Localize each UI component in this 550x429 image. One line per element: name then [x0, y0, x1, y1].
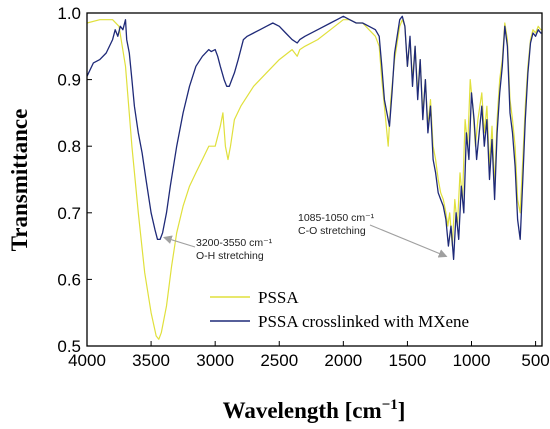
annotation-text: O-H stretching: [196, 250, 264, 262]
annotation-text: 3200-3550 cm⁻¹: [196, 237, 273, 249]
x-tick-label: 1500: [389, 351, 427, 370]
y-axis-title: Transmittance: [7, 109, 32, 252]
y-tick-label: 0.7: [57, 204, 81, 223]
x-axis-title-close: ]: [398, 398, 406, 423]
series-line-pssa: [86, 19, 542, 340]
y-axis-ticks: 0.5 0.6 0.7 0.8 0.9 1.0: [57, 4, 92, 356]
y-tick-label: 0.6: [57, 270, 81, 289]
plot-frame: [86, 12, 543, 347]
annotation-arrow: [163, 235, 196, 248]
x-tick-label: 2000: [324, 351, 362, 370]
legend-label-mxene: PSSA crosslinked with MXene: [258, 312, 469, 331]
annotation-arrow: [369, 224, 448, 258]
y-tick-label: 0.8: [57, 137, 81, 156]
x-axis-ticks: 4000 3500 3000 2500 2000 1500 1000 500: [68, 341, 550, 370]
x-tick-label: 3000: [196, 351, 234, 370]
x-axis-title: Wavelength [cm−1]: [223, 397, 406, 423]
x-tick-label: 4000: [68, 351, 106, 370]
y-tick-label: 1.0: [57, 4, 81, 23]
legend-label-pssa: PSSA: [258, 288, 299, 307]
x-axis-title-sup: −1: [382, 397, 398, 413]
annotation-text: 1085-1050 cm⁻¹: [298, 212, 375, 224]
series-line-pssa-mxene: [86, 15, 542, 261]
y-tick-label: 0.5: [57, 337, 81, 356]
y-tick-label: 0.9: [57, 71, 81, 90]
legend: PSSA PSSA crosslinked with MXene: [210, 288, 469, 331]
annotations: 3200-3550 cm⁻¹O-H stretching 1085-1050 cm…: [163, 212, 448, 262]
plot-series: [86, 15, 542, 340]
x-tick-label: 3500: [132, 351, 170, 370]
x-tick-label: 2500: [260, 351, 298, 370]
x-tick-label: 500: [521, 351, 549, 370]
x-tick-label: 1000: [453, 351, 491, 370]
x-axis-title-main: Wavelength [cm: [223, 398, 382, 423]
annotation-text: C-O stretching: [298, 225, 366, 237]
